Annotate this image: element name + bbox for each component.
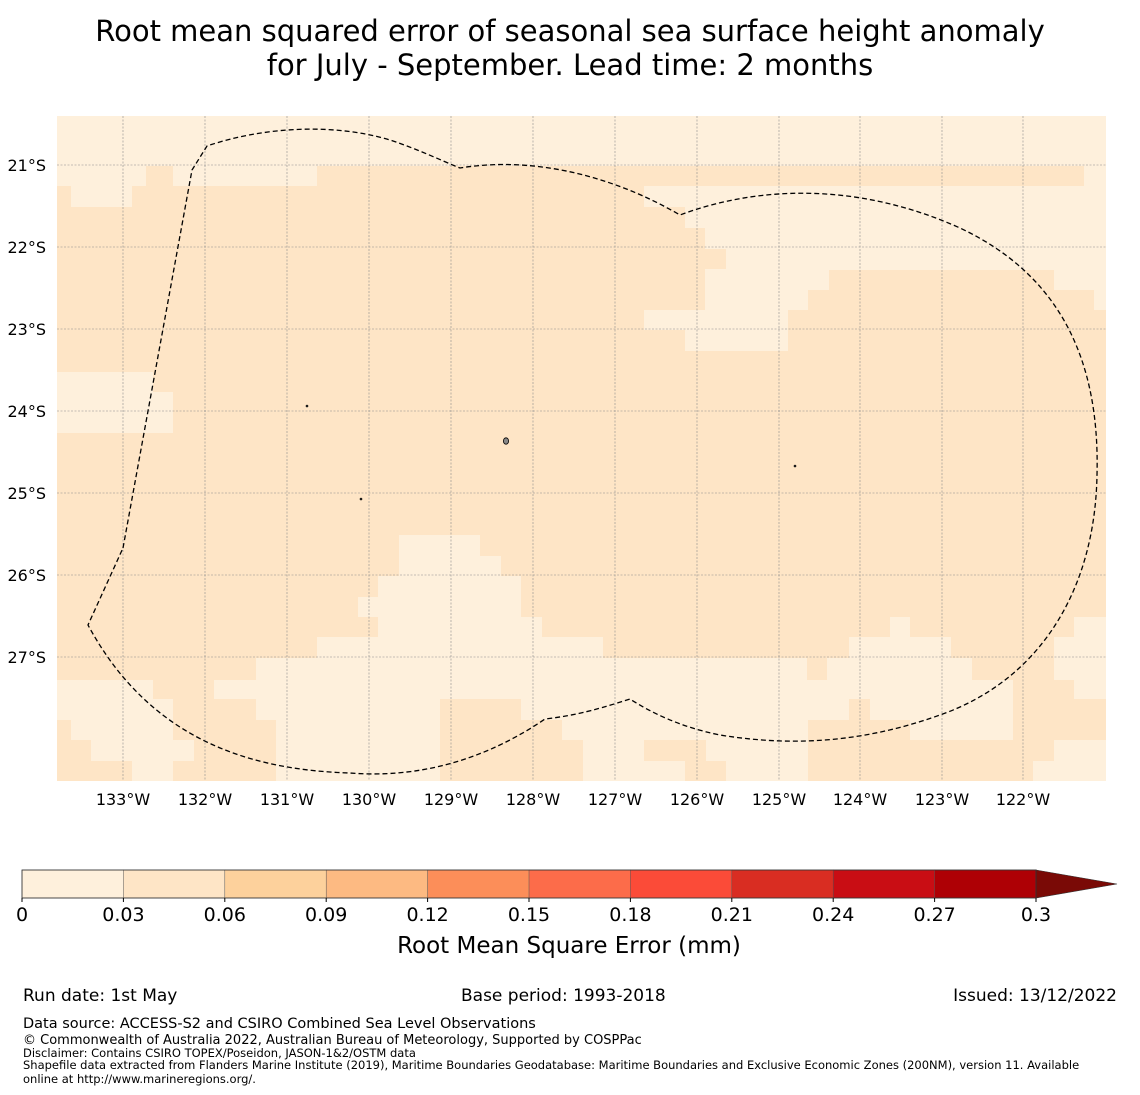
- colorbar-segment: [123, 869, 226, 899]
- colorbar-tick-label: 0.27: [913, 904, 955, 926]
- island-marker: [359, 497, 363, 501]
- lat-tick-label: 23°S: [7, 320, 46, 339]
- colorbar-tick-label: 0.15: [508, 904, 550, 926]
- island-marker: [502, 437, 509, 445]
- low-rmse-cells: [57, 116, 1106, 781]
- lat-tick-label: 22°S: [7, 238, 46, 257]
- lat-tick-label: 25°S: [7, 484, 46, 503]
- map-figure: 133°W 132°W 131°W 130°W 129°W 128°W 127°…: [7, 116, 1118, 959]
- colorbar-tick-label: 0.3: [1021, 904, 1051, 926]
- colorbar-tick-label: 0.03: [102, 904, 144, 926]
- title-line-1: Root mean squared error of seasonal sea …: [95, 14, 1045, 48]
- colorbar-tick-label: 0: [16, 904, 28, 926]
- colorbar-tick-label: 0.06: [204, 904, 246, 926]
- copyright-notice: © Commonwealth of Australia 2022, Austra…: [23, 1033, 642, 1048]
- lon-tick-label: 131°W: [260, 790, 315, 809]
- lat-tick-label: 21°S: [7, 156, 46, 175]
- lon-tick-label: 132°W: [178, 790, 233, 809]
- map-title: Root mean squared error of seasonal sea …: [0, 14, 1140, 82]
- island-marker: [305, 404, 309, 408]
- colorbar-segment: [630, 869, 733, 899]
- colorbar-segment: [325, 869, 429, 899]
- longitude-tick-labels: 133°W 132°W 131°W 130°W 129°W 128°W 127°…: [96, 790, 1051, 809]
- shapefile-credit-line-1: Shapefile data extracted from Flanders M…: [23, 1058, 1080, 1072]
- colorbar-ticks: 0 0.03 0.06 0.09 0.12 0.15 0.18 0.21 0.24 0.27 0.3: [16, 898, 1051, 926]
- run-date: Run date: 1st May: [23, 986, 178, 1006]
- colorbar-tick-label: 0.12: [406, 904, 448, 926]
- issued-date: Issued: 13/12/2022: [953, 986, 1117, 1006]
- latitude-tick-labels: 21°S 22°S 23°S 24°S 25°S 26°S 27°S: [7, 156, 46, 667]
- colorbar-segment: [427, 869, 530, 899]
- lon-tick-label: 124°W: [833, 790, 888, 809]
- disclaimer: Disclaimer: Contains CSIRO TOPEX/Poseido…: [23, 1046, 416, 1060]
- lat-tick-label: 26°S: [7, 566, 46, 585]
- colorbar-segment: [224, 869, 327, 899]
- colorbar: 0 0.03 0.06 0.09 0.12 0.15 0.18 0.21 0.24 0.27 0.3…: [16, 869, 1118, 959]
- colorbar-label: Root Mean Square Error (mm): [397, 933, 741, 959]
- lon-tick-label: 126°W: [670, 790, 725, 809]
- eez-boundary: [87, 128, 1098, 775]
- base-period: Base period: 1993-2018: [461, 986, 666, 1006]
- islands: [305, 404, 797, 501]
- colorbar-segment: [528, 869, 632, 899]
- colorbar-tick-label: 0.18: [609, 904, 651, 926]
- lon-tick-label: 133°W: [96, 790, 151, 809]
- lon-tick-label: 122°W: [996, 790, 1051, 809]
- island-marker: [793, 464, 797, 468]
- shapefile-credit-line-2: online at http://www.marineregions.org/.: [23, 1072, 256, 1086]
- lon-tick-label: 128°W: [506, 790, 561, 809]
- lon-tick-label: 130°W: [342, 790, 397, 809]
- colorbar-segment: [731, 869, 834, 899]
- title-line-2: for July - September. Lead time: 2 month…: [266, 48, 874, 82]
- colorbar-tick-label: 0.21: [711, 904, 753, 926]
- colorbar-tick-label: 0.24: [812, 904, 854, 926]
- lon-tick-label: 129°W: [424, 790, 479, 809]
- map-panel: [57, 116, 1106, 781]
- colorbar-segment: [21, 869, 125, 899]
- lon-tick-label: 127°W: [588, 790, 643, 809]
- data-source: Data source: ACCESS-S2 and CSIRO Combine…: [23, 1016, 536, 1032]
- lon-tick-label: 123°W: [915, 790, 970, 809]
- colorbar-segment: [832, 869, 936, 899]
- lat-tick-label: 27°S: [7, 648, 46, 667]
- colorbar-tick-label: 0.09: [305, 904, 347, 926]
- graticule: [57, 116, 1106, 781]
- lat-tick-label: 24°S: [7, 402, 46, 421]
- colorbar-extend-arrow: [1035, 869, 1118, 899]
- lon-tick-label: 125°W: [752, 790, 807, 809]
- colorbar-segment: [934, 869, 1037, 899]
- colorbar-segments: [21, 869, 1037, 899]
